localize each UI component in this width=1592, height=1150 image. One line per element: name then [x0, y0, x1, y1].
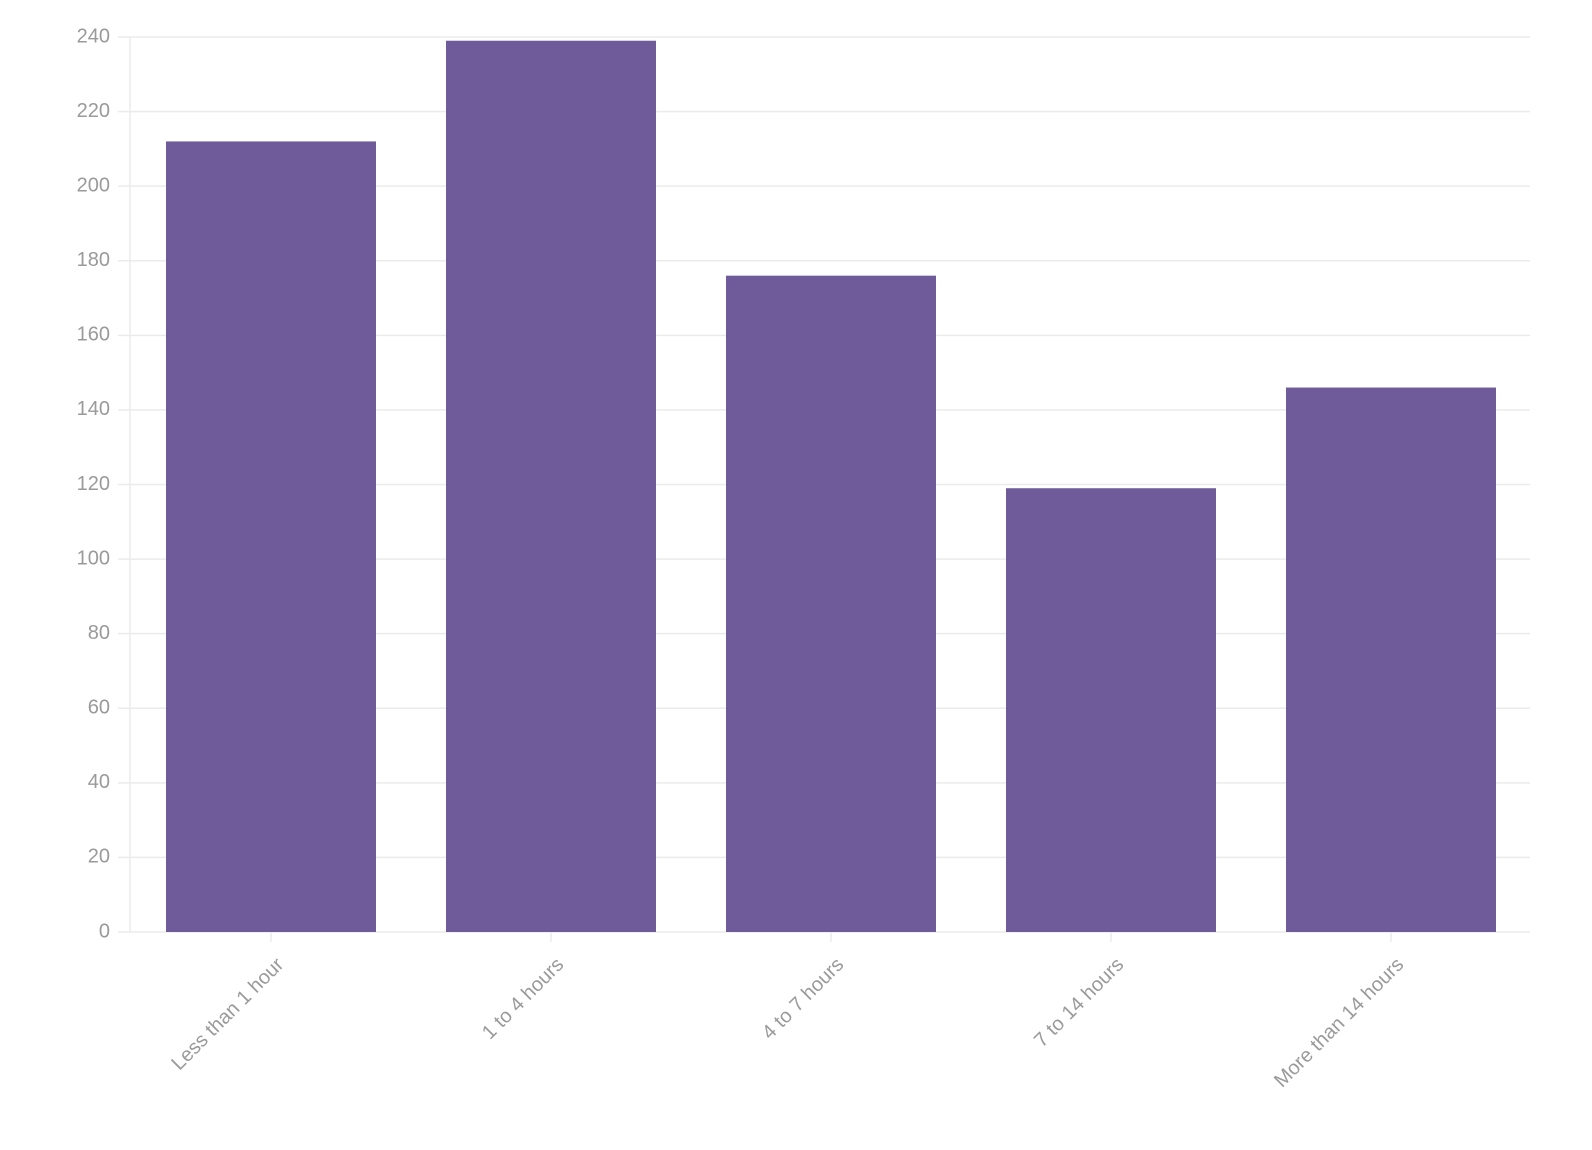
y-tick-label: 240 [77, 25, 110, 47]
y-tick-label: 220 [77, 100, 110, 122]
y-tick-label: 160 [77, 324, 110, 346]
y-tick-label: 200 [77, 174, 110, 196]
y-tick-label: 0 [99, 920, 110, 942]
y-tick-label: 180 [77, 249, 110, 271]
bar [726, 275, 936, 933]
bar [1286, 387, 1496, 933]
bar [166, 141, 376, 932]
y-tick-label: 40 [88, 771, 110, 793]
x-tick-label: 1 to 4 hours [478, 954, 568, 1044]
x-tick-label: More than 14 hours [1270, 954, 1408, 1092]
y-tick-label: 60 [88, 697, 110, 719]
y-tick-label: 100 [77, 547, 110, 569]
y-tick-label: 80 [88, 622, 110, 644]
x-tick-label: 4 to 7 hours [758, 954, 848, 1044]
y-tick-label: 20 [88, 846, 110, 868]
x-tick-label: 7 to 14 hours [1030, 954, 1128, 1052]
bar [446, 40, 656, 932]
y-tick-label: 140 [77, 398, 110, 420]
bar [1006, 488, 1216, 932]
x-tick-label: Less than 1 hour [167, 953, 288, 1074]
y-tick-label: 120 [77, 473, 110, 495]
